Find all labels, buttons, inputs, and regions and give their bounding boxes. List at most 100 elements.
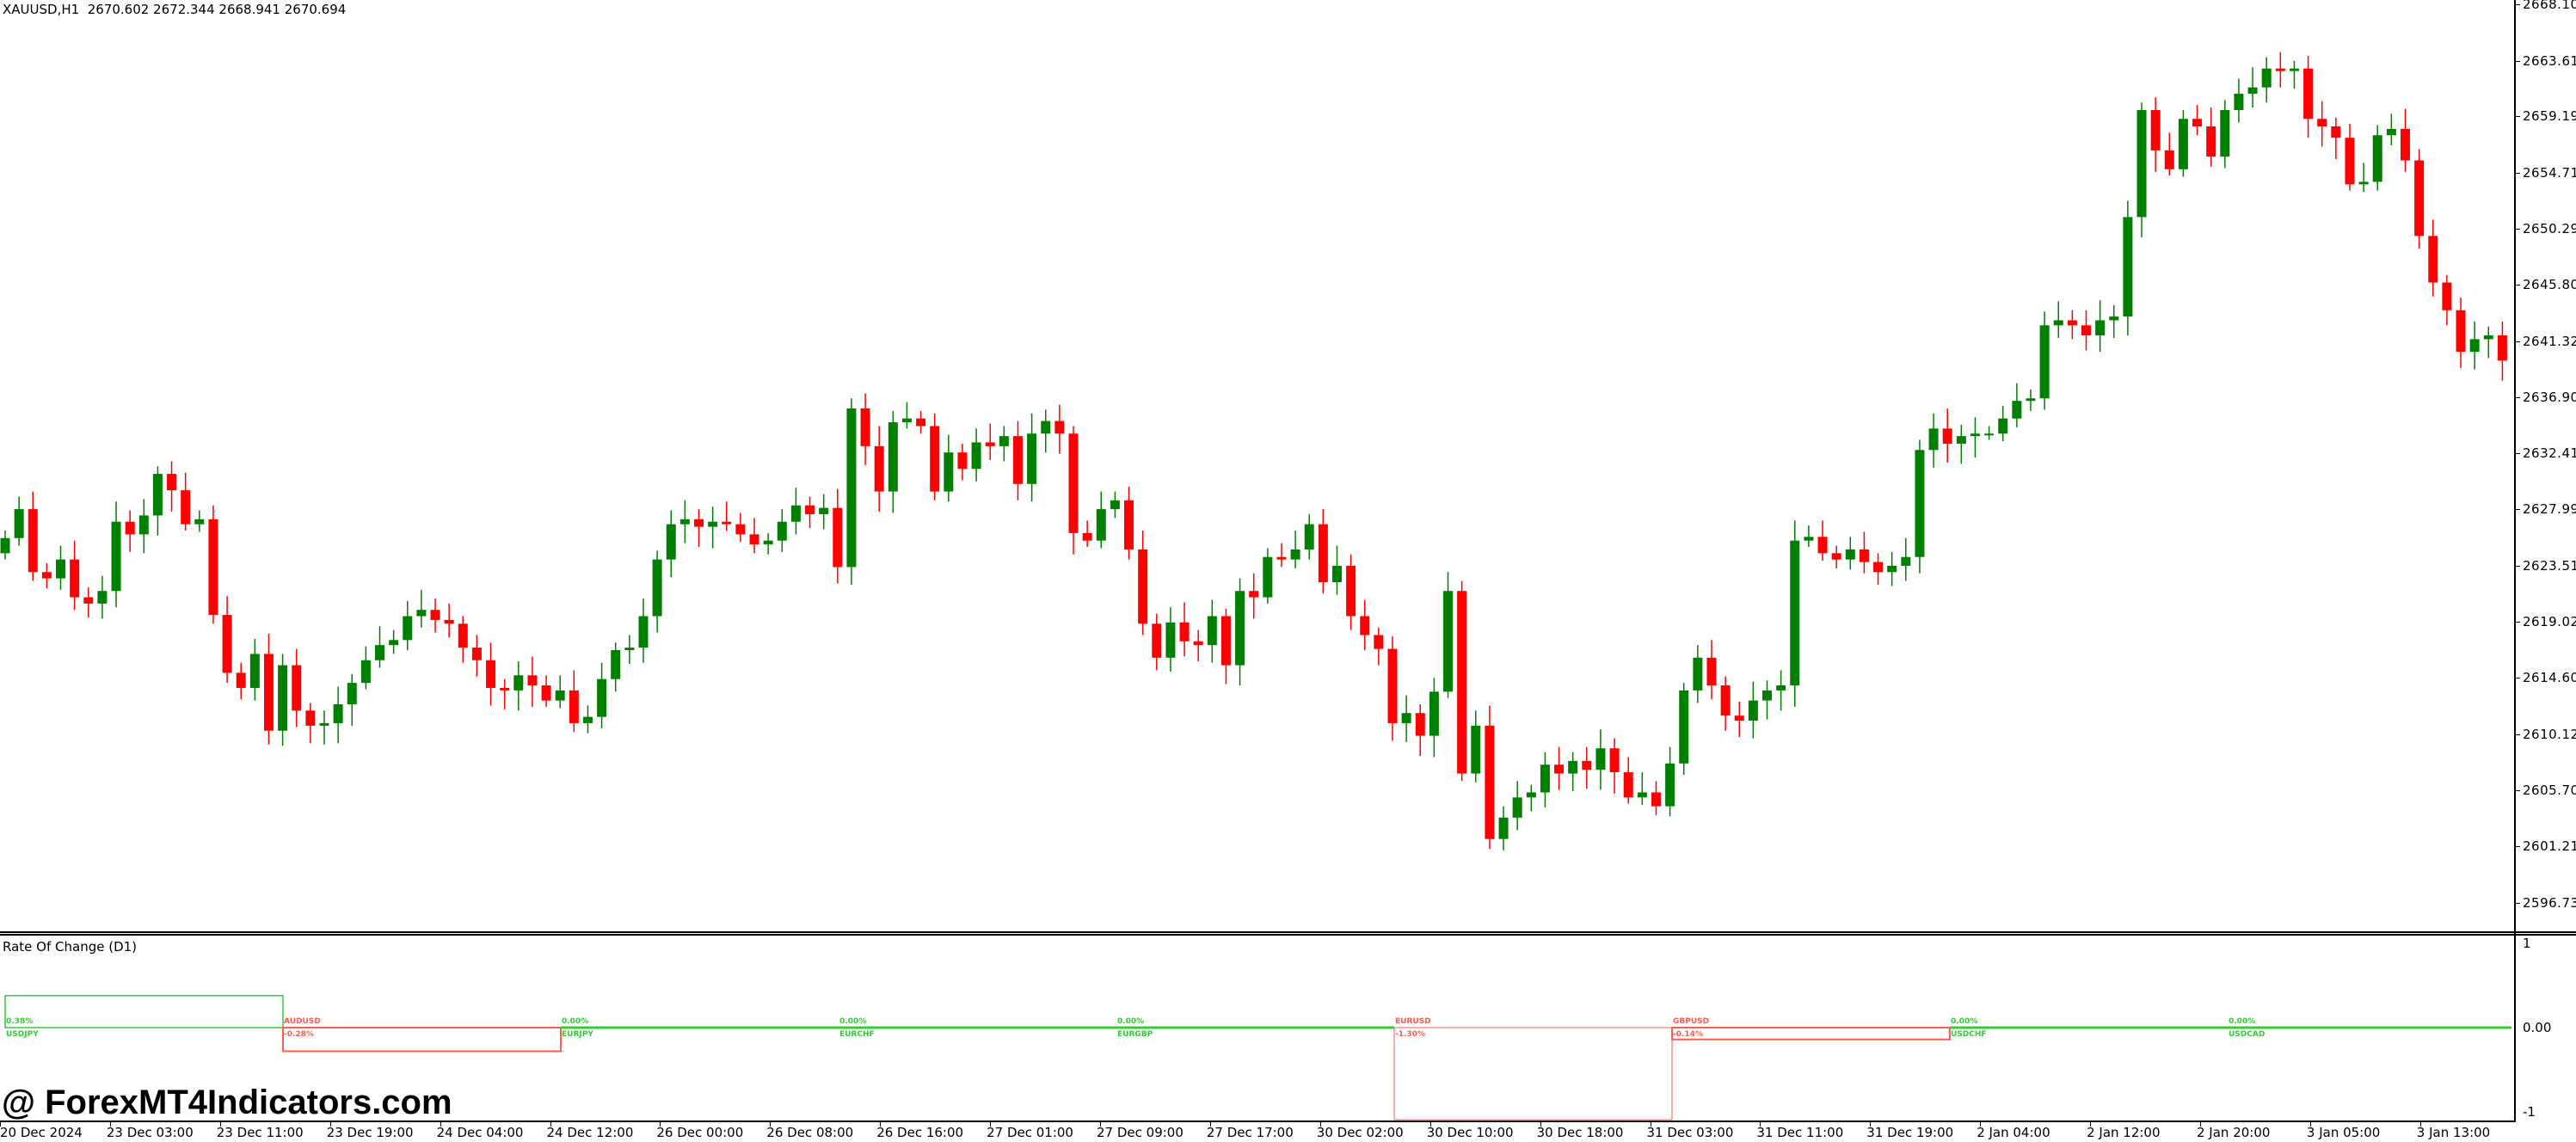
roc-value: 0.38% — [6, 1017, 34, 1026]
candle — [97, 575, 108, 619]
candle-body — [860, 408, 870, 446]
candle-body — [1734, 715, 1744, 721]
candle-body — [375, 645, 385, 660]
time-tick — [1209, 1122, 1211, 1127]
price-label: 2641.320 — [2523, 334, 2576, 350]
candle — [1776, 670, 1786, 711]
price-label: 2610.120 — [2523, 726, 2576, 742]
candle — [222, 596, 232, 684]
candle — [1679, 683, 1689, 775]
candle-body — [1165, 622, 1176, 658]
time-label: 30 Dec 10:00 — [1426, 1125, 1514, 1140]
panel-separator[interactable] — [0, 931, 2576, 936]
roc-value: -0.14% — [1673, 1030, 1703, 1039]
candle — [1082, 520, 1092, 547]
candle-body — [874, 445, 884, 492]
candle-body — [28, 509, 38, 573]
candle-body — [2428, 236, 2438, 283]
indicator-scale-min: -1 — [2523, 1104, 2536, 1120]
candle-body — [777, 521, 787, 541]
roc-pair: EURGBP — [1117, 1030, 1153, 1039]
candle-body — [1360, 616, 1370, 635]
price-chart-panel[interactable]: XAUUSD,H1 2670.602 2672.344 2668.941 267… — [0, 0, 2514, 931]
price-tick — [2516, 565, 2520, 567]
candle-body — [1623, 772, 1633, 798]
axis-divider — [2514, 0, 2516, 1122]
candle-body — [749, 534, 759, 545]
time-label: 2 Jan 20:00 — [2197, 1125, 2271, 1140]
candle — [805, 496, 815, 529]
candle-body — [181, 490, 191, 525]
candle — [2206, 107, 2216, 167]
time-label: 23 Dec 03:00 — [106, 1125, 194, 1140]
candle-body — [125, 521, 135, 535]
candle-body — [2053, 320, 2063, 326]
candle-body — [333, 703, 343, 723]
time-label: 24 Dec 12:00 — [546, 1125, 634, 1140]
candle — [722, 501, 732, 531]
candle-body — [2372, 135, 2382, 182]
time-tick — [2419, 1122, 2421, 1127]
candle — [194, 510, 205, 532]
price-tick — [2516, 622, 2520, 623]
roc-pair: EURJPY — [562, 1030, 593, 1039]
candle — [1901, 537, 1911, 581]
candle — [2053, 301, 2063, 338]
price-label: 2659.195 — [2523, 108, 2576, 125]
candle-body — [1651, 792, 1661, 807]
candle — [2303, 56, 2314, 138]
price-tick — [2516, 60, 2520, 62]
price-tick — [2516, 396, 2520, 398]
candle — [1526, 784, 1536, 812]
candle-body — [14, 509, 24, 538]
candle-body — [555, 690, 565, 701]
candle-body — [1859, 549, 1869, 562]
candle-body — [1415, 713, 1425, 736]
candle — [2442, 274, 2452, 326]
time-tick — [2200, 1122, 2201, 1127]
candle — [1984, 426, 1995, 440]
symbol-info: XAUUSD,H1 2670.602 2672.344 2668.941 267… — [3, 2, 346, 17]
time-label: 26 Dec 16:00 — [876, 1125, 964, 1140]
candle-body — [471, 648, 482, 660]
candle-body — [1970, 433, 1980, 437]
rate-of-change-panel[interactable]: Rate Of Change (D1) 0.38% USDJPY AUDUSD -0.… — [0, 936, 2514, 1121]
candle — [416, 589, 427, 628]
candle — [1152, 613, 1162, 671]
price-tick — [2516, 509, 2520, 511]
candle — [208, 505, 218, 624]
candle — [944, 434, 954, 502]
price-tick — [2516, 228, 2520, 230]
candle — [749, 518, 759, 554]
candle — [763, 532, 773, 555]
candle-body — [944, 452, 954, 492]
candle — [1887, 551, 1897, 586]
candle — [333, 686, 343, 744]
time-label: 24 Dec 04:00 — [436, 1125, 524, 1140]
candle-body — [500, 687, 510, 691]
candle-body — [888, 422, 898, 492]
candle-body — [1568, 760, 1578, 774]
candle — [28, 491, 38, 581]
candle-body — [2345, 138, 2355, 185]
candle-body — [1790, 540, 1800, 686]
time-tick — [440, 1122, 441, 1127]
candle-body — [360, 660, 371, 684]
candle-body — [167, 474, 177, 491]
candle-body — [1845, 549, 1855, 560]
candle-body — [41, 572, 52, 579]
candle — [1235, 578, 1245, 686]
candle-body — [2123, 217, 2133, 317]
candle — [819, 494, 829, 530]
price-tick — [2516, 4, 2520, 5]
candle — [2261, 57, 2272, 103]
candle-body — [1485, 725, 1495, 839]
candlestick-chart — [0, 52, 2507, 850]
candle — [375, 626, 385, 668]
candle — [679, 500, 690, 543]
price-label: 2668.100 — [2523, 0, 2576, 12]
candle — [1318, 509, 1328, 594]
candle — [666, 510, 676, 578]
candle-body — [1595, 748, 1606, 771]
candle-body — [846, 408, 857, 568]
